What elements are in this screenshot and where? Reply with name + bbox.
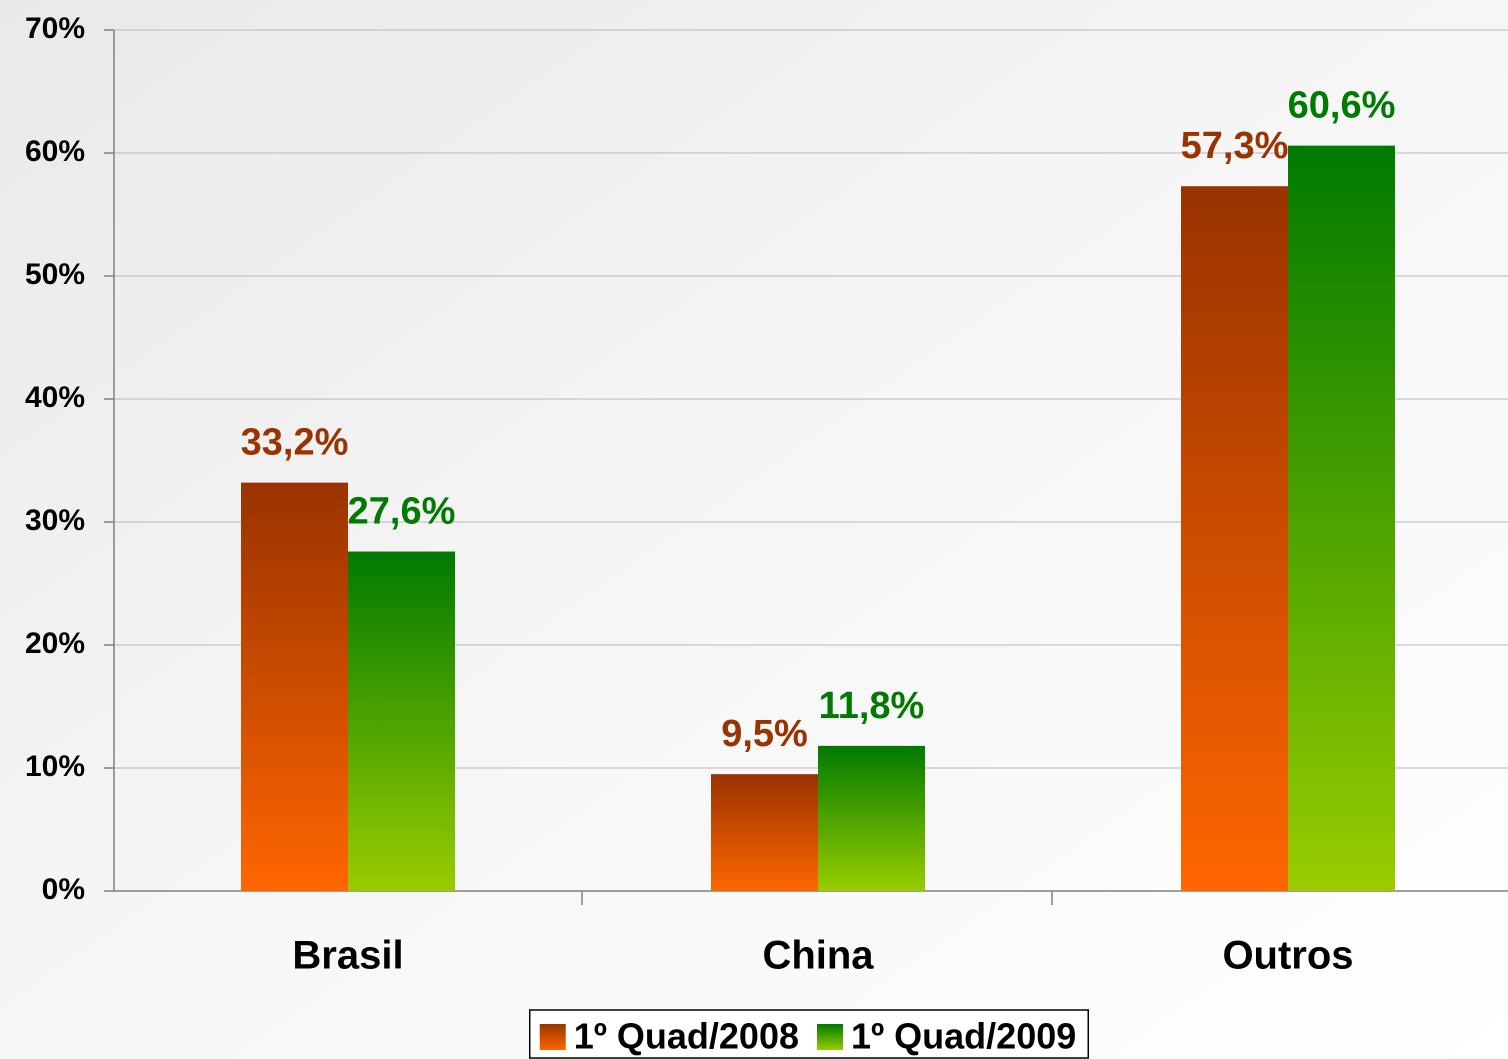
legend-box [528, 1009, 1090, 1059]
y-tick-label: 50% [25, 258, 85, 291]
bar [1181, 186, 1288, 891]
legend-swatch [817, 1024, 843, 1050]
value-label: 27,6% [348, 491, 456, 533]
legend-label: 1º Quad/2008 [574, 1016, 799, 1057]
y-tick-label: 10% [25, 750, 85, 783]
bar [818, 745, 925, 891]
y-tick-label: 20% [25, 627, 85, 660]
y-tick-label: 0% [42, 873, 85, 906]
legend: 1º Quad/2008 1º Quad/2009 [528, 1009, 1090, 1059]
x-tick-label: China [762, 934, 874, 978]
y-tick-label: 60% [25, 135, 85, 168]
legend-swatch [539, 1024, 566, 1050]
y-tick-label: 70% [25, 12, 85, 45]
y-tick-label: 30% [25, 504, 85, 537]
value-label: 33,2% [241, 422, 349, 464]
y-tick-label: 40% [25, 381, 85, 414]
bar [348, 551, 455, 891]
value-label: 11,8% [819, 685, 925, 727]
value-label: 9,5% [721, 713, 808, 755]
value-label: 57,3% [1181, 125, 1289, 167]
bar [1288, 145, 1395, 891]
bar [241, 482, 348, 891]
value-label: 60,6% [1288, 85, 1396, 127]
legend-label: 1º Quad/2009 [851, 1016, 1076, 1057]
x-tick-label: Outros [1222, 934, 1353, 978]
x-tick-label: Brasil [292, 934, 403, 978]
bar [711, 774, 818, 891]
